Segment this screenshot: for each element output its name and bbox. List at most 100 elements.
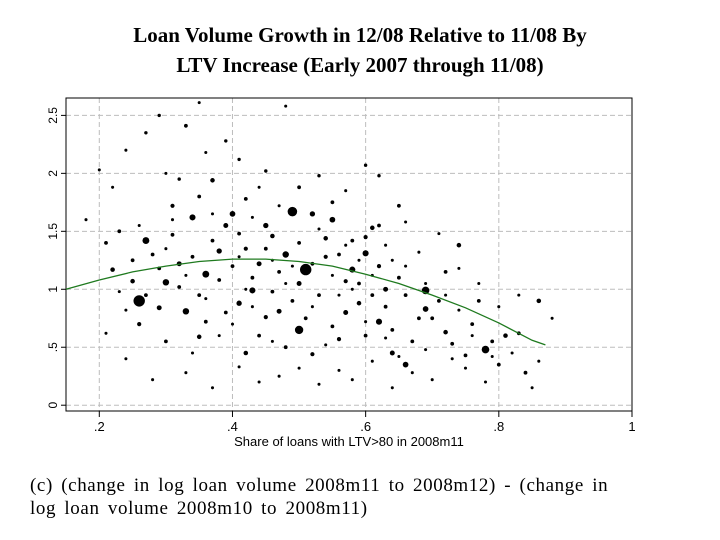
data-point (443, 329, 448, 335)
data-point (357, 258, 361, 262)
data-point (210, 238, 215, 243)
data-point (450, 357, 454, 361)
data-point (189, 214, 196, 221)
data-point (343, 310, 349, 315)
x-axis-label: Share of loans with LTV>80 in 2008m11 (234, 434, 464, 449)
data-point (296, 281, 302, 286)
data-point (317, 293, 321, 297)
data-point (337, 252, 341, 257)
data-point (257, 333, 261, 338)
data-point (397, 203, 401, 208)
caption-line-1: (c) (change in log loan volume 2008m11 t… (30, 475, 609, 496)
data-point (264, 169, 268, 173)
data-point (117, 290, 121, 294)
data-point (223, 223, 229, 228)
data-point (257, 185, 261, 189)
data-point (210, 212, 215, 216)
data-point (537, 359, 541, 363)
data-point (124, 308, 128, 312)
data-point (410, 371, 414, 375)
data-point (310, 305, 314, 309)
data-point (410, 339, 415, 344)
data-point (470, 322, 475, 326)
data-point (450, 341, 455, 346)
data-point (124, 357, 128, 361)
data-point (330, 273, 334, 277)
data-point (402, 361, 409, 368)
data-point (237, 365, 241, 369)
data-point (481, 345, 490, 354)
data-point (457, 308, 461, 312)
data-point (397, 354, 401, 359)
data-point (237, 231, 242, 236)
data-point (164, 171, 168, 175)
data-point (437, 232, 441, 236)
data-point (97, 168, 101, 172)
data-point (190, 254, 195, 259)
data-point (370, 359, 374, 363)
data-point (243, 246, 248, 251)
data-point (377, 173, 381, 178)
data-point (142, 237, 150, 245)
caption-line-2: log loan volume 2008m10 to 2008m11) (30, 498, 368, 519)
data-point (376, 264, 382, 269)
data-point (263, 246, 268, 251)
data-point (117, 229, 122, 234)
data-point (297, 366, 301, 370)
data-point (317, 382, 321, 386)
data-point (250, 305, 254, 309)
data-point (182, 308, 190, 315)
data-point (184, 123, 188, 128)
data-point (250, 275, 255, 280)
title-line-2: LTV Increase (Early 2007 through 11/08) (176, 53, 544, 77)
data-point (337, 293, 341, 297)
data-point (384, 243, 388, 247)
data-point (344, 189, 348, 193)
data-point (111, 185, 115, 189)
data-point (263, 315, 268, 320)
data-point (284, 104, 288, 108)
data-point (256, 261, 262, 267)
data-point (383, 286, 389, 292)
data-point (496, 362, 501, 367)
data-point (190, 351, 195, 355)
data-point (329, 216, 336, 223)
data-point (210, 178, 215, 183)
data-point (324, 343, 328, 347)
y-tick-label: 1.5 (46, 223, 60, 240)
data-point (363, 333, 368, 338)
data-point (389, 350, 395, 356)
data-point (463, 366, 468, 370)
data-point (137, 223, 141, 228)
x-tick-label: .6 (360, 419, 371, 434)
y-tick-label: 2.5 (46, 107, 60, 124)
data-point (317, 173, 321, 178)
data-point (203, 319, 208, 324)
data-point (424, 348, 428, 352)
data-point (157, 113, 161, 118)
data-point (310, 352, 315, 357)
y-tick-label: .5 (46, 342, 60, 352)
data-point (204, 150, 208, 155)
data-point (270, 339, 274, 343)
x-tick-label: .4 (227, 419, 238, 434)
data-point (390, 386, 394, 390)
data-point (184, 371, 188, 375)
data-point (384, 336, 388, 340)
data-point (137, 322, 142, 327)
data-point (536, 298, 542, 304)
data-point (104, 241, 108, 245)
data-point (263, 222, 269, 229)
data-point (162, 279, 170, 286)
data-point (377, 223, 381, 228)
data-point (404, 264, 408, 268)
data-point (470, 334, 474, 338)
data-point (417, 250, 421, 254)
y-tick-label: 2 (46, 170, 60, 177)
data-point (290, 299, 295, 303)
data-point (277, 374, 281, 378)
data-point (237, 255, 241, 259)
data-point (156, 305, 162, 311)
data-point (277, 270, 281, 274)
x-axis: .2 .4 .6 .8 1 (94, 411, 636, 434)
